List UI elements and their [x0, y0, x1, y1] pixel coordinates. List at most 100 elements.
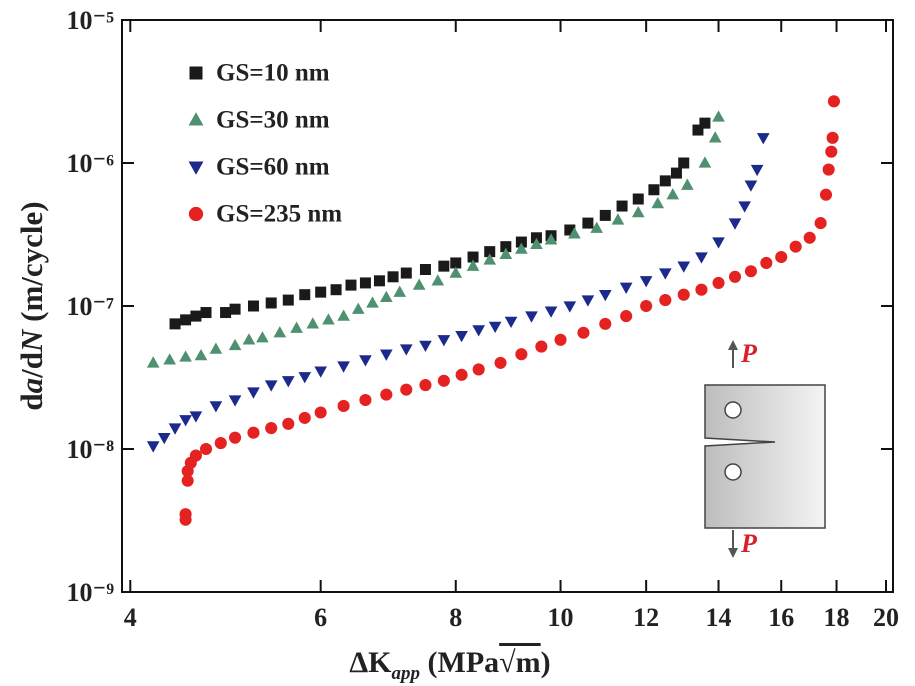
square-marker	[599, 209, 611, 221]
square-marker	[220, 307, 232, 319]
x-tick-label: 8	[449, 603, 462, 632]
circle-marker	[599, 317, 612, 330]
x-tick-label: 18	[824, 603, 850, 632]
x-label-part: )	[541, 646, 551, 679]
square-marker	[373, 275, 385, 287]
circle-marker	[760, 256, 773, 270]
triangle-marker	[598, 290, 612, 302]
triangle-marker	[728, 218, 742, 230]
triangle-marker	[472, 325, 485, 337]
arrow-head	[728, 548, 738, 558]
triangle-marker	[256, 331, 269, 343]
arrow-head	[728, 340, 738, 350]
square-marker	[616, 200, 628, 212]
circle-marker	[659, 294, 672, 307]
triangle-marker	[419, 340, 432, 353]
triangle-marker	[611, 213, 625, 225]
square-marker	[515, 236, 527, 248]
legend-marker	[188, 206, 204, 222]
circle-marker	[728, 270, 742, 283]
square-marker	[484, 246, 496, 258]
triangle-marker	[756, 133, 770, 145]
triangle-marker	[666, 188, 680, 200]
triangle-marker	[530, 237, 543, 249]
square-marker	[200, 307, 212, 319]
y-label-part: /d	[14, 352, 49, 379]
square-marker	[632, 193, 644, 205]
circle-marker	[789, 240, 802, 253]
x-tick-label: 4	[124, 603, 137, 632]
square-marker	[670, 167, 682, 179]
triangle-marker	[399, 344, 413, 356]
circle-marker	[744, 265, 757, 278]
circle-marker	[265, 422, 278, 435]
circle-marker	[515, 348, 528, 361]
circle-marker	[535, 340, 548, 353]
triangle-marker	[273, 326, 287, 338]
x-label-part: √m	[499, 646, 540, 679]
triangle-marker	[242, 333, 256, 345]
triangle-marker	[306, 317, 320, 329]
triangle-marker	[639, 276, 653, 288]
triangle-marker	[695, 252, 708, 264]
triangle-marker	[455, 331, 468, 343]
x-tick-label: 16	[768, 603, 794, 632]
circle-marker	[314, 406, 327, 419]
legend-label: GS=60 nm	[216, 154, 330, 181]
circle-marker	[359, 393, 372, 407]
square-marker	[678, 157, 690, 169]
circle-marker	[179, 508, 192, 521]
square-marker	[180, 314, 192, 326]
circle-marker	[819, 188, 833, 201]
y-label-part: a	[14, 378, 49, 394]
triangle-marker	[698, 156, 712, 168]
square-marker	[247, 300, 259, 312]
load-label: P	[740, 529, 758, 558]
triangle-marker	[366, 296, 379, 308]
triangle-marker	[264, 380, 278, 392]
circle-marker	[472, 363, 485, 376]
legend-marker	[189, 66, 203, 80]
y-tick-label: 10⁻⁵	[66, 6, 114, 35]
square-marker	[387, 271, 399, 283]
circle-marker	[419, 379, 432, 392]
triangle-marker	[168, 423, 182, 435]
square-marker	[359, 277, 371, 289]
triangle-marker	[677, 261, 691, 273]
triangle-marker	[179, 415, 192, 427]
triangle-marker	[247, 387, 260, 399]
x-tick-label: 12	[633, 603, 659, 632]
circle-marker	[199, 442, 213, 456]
square-marker	[400, 267, 412, 279]
triangle-marker	[209, 342, 223, 354]
circle-marker	[620, 310, 633, 323]
circle-marker	[437, 374, 450, 387]
x-label-part: ΔK	[349, 646, 392, 679]
circle-marker	[380, 388, 393, 401]
triangle-marker	[322, 313, 335, 325]
y-tick-label: 10⁻⁶	[66, 149, 114, 178]
triangle-marker	[590, 221, 604, 233]
circle-marker	[189, 449, 202, 462]
x-tick-label: 10	[548, 603, 574, 632]
circle-marker	[803, 231, 816, 244]
triangle-marker	[658, 268, 672, 280]
circle-marker	[814, 217, 827, 230]
triangle-marker	[488, 321, 502, 334]
square-marker	[438, 260, 450, 272]
circle-marker	[229, 431, 242, 444]
triangle-marker	[412, 278, 426, 290]
y-label-part: N	[14, 328, 49, 353]
triangle-marker	[466, 259, 480, 271]
triangle-marker	[146, 441, 160, 453]
triangle-marker	[431, 274, 445, 286]
x-label-part: app	[392, 663, 421, 684]
y-tick-label: 10⁻⁸	[66, 435, 114, 464]
y-axis-label: da/dN (m/cycle)	[14, 201, 49, 410]
specimen-inset: P P	[704, 339, 826, 558]
circle-marker	[181, 474, 194, 487]
square-marker	[564, 224, 576, 236]
y-label-part: d	[14, 393, 49, 410]
x-label-part: (MPa	[420, 646, 499, 679]
